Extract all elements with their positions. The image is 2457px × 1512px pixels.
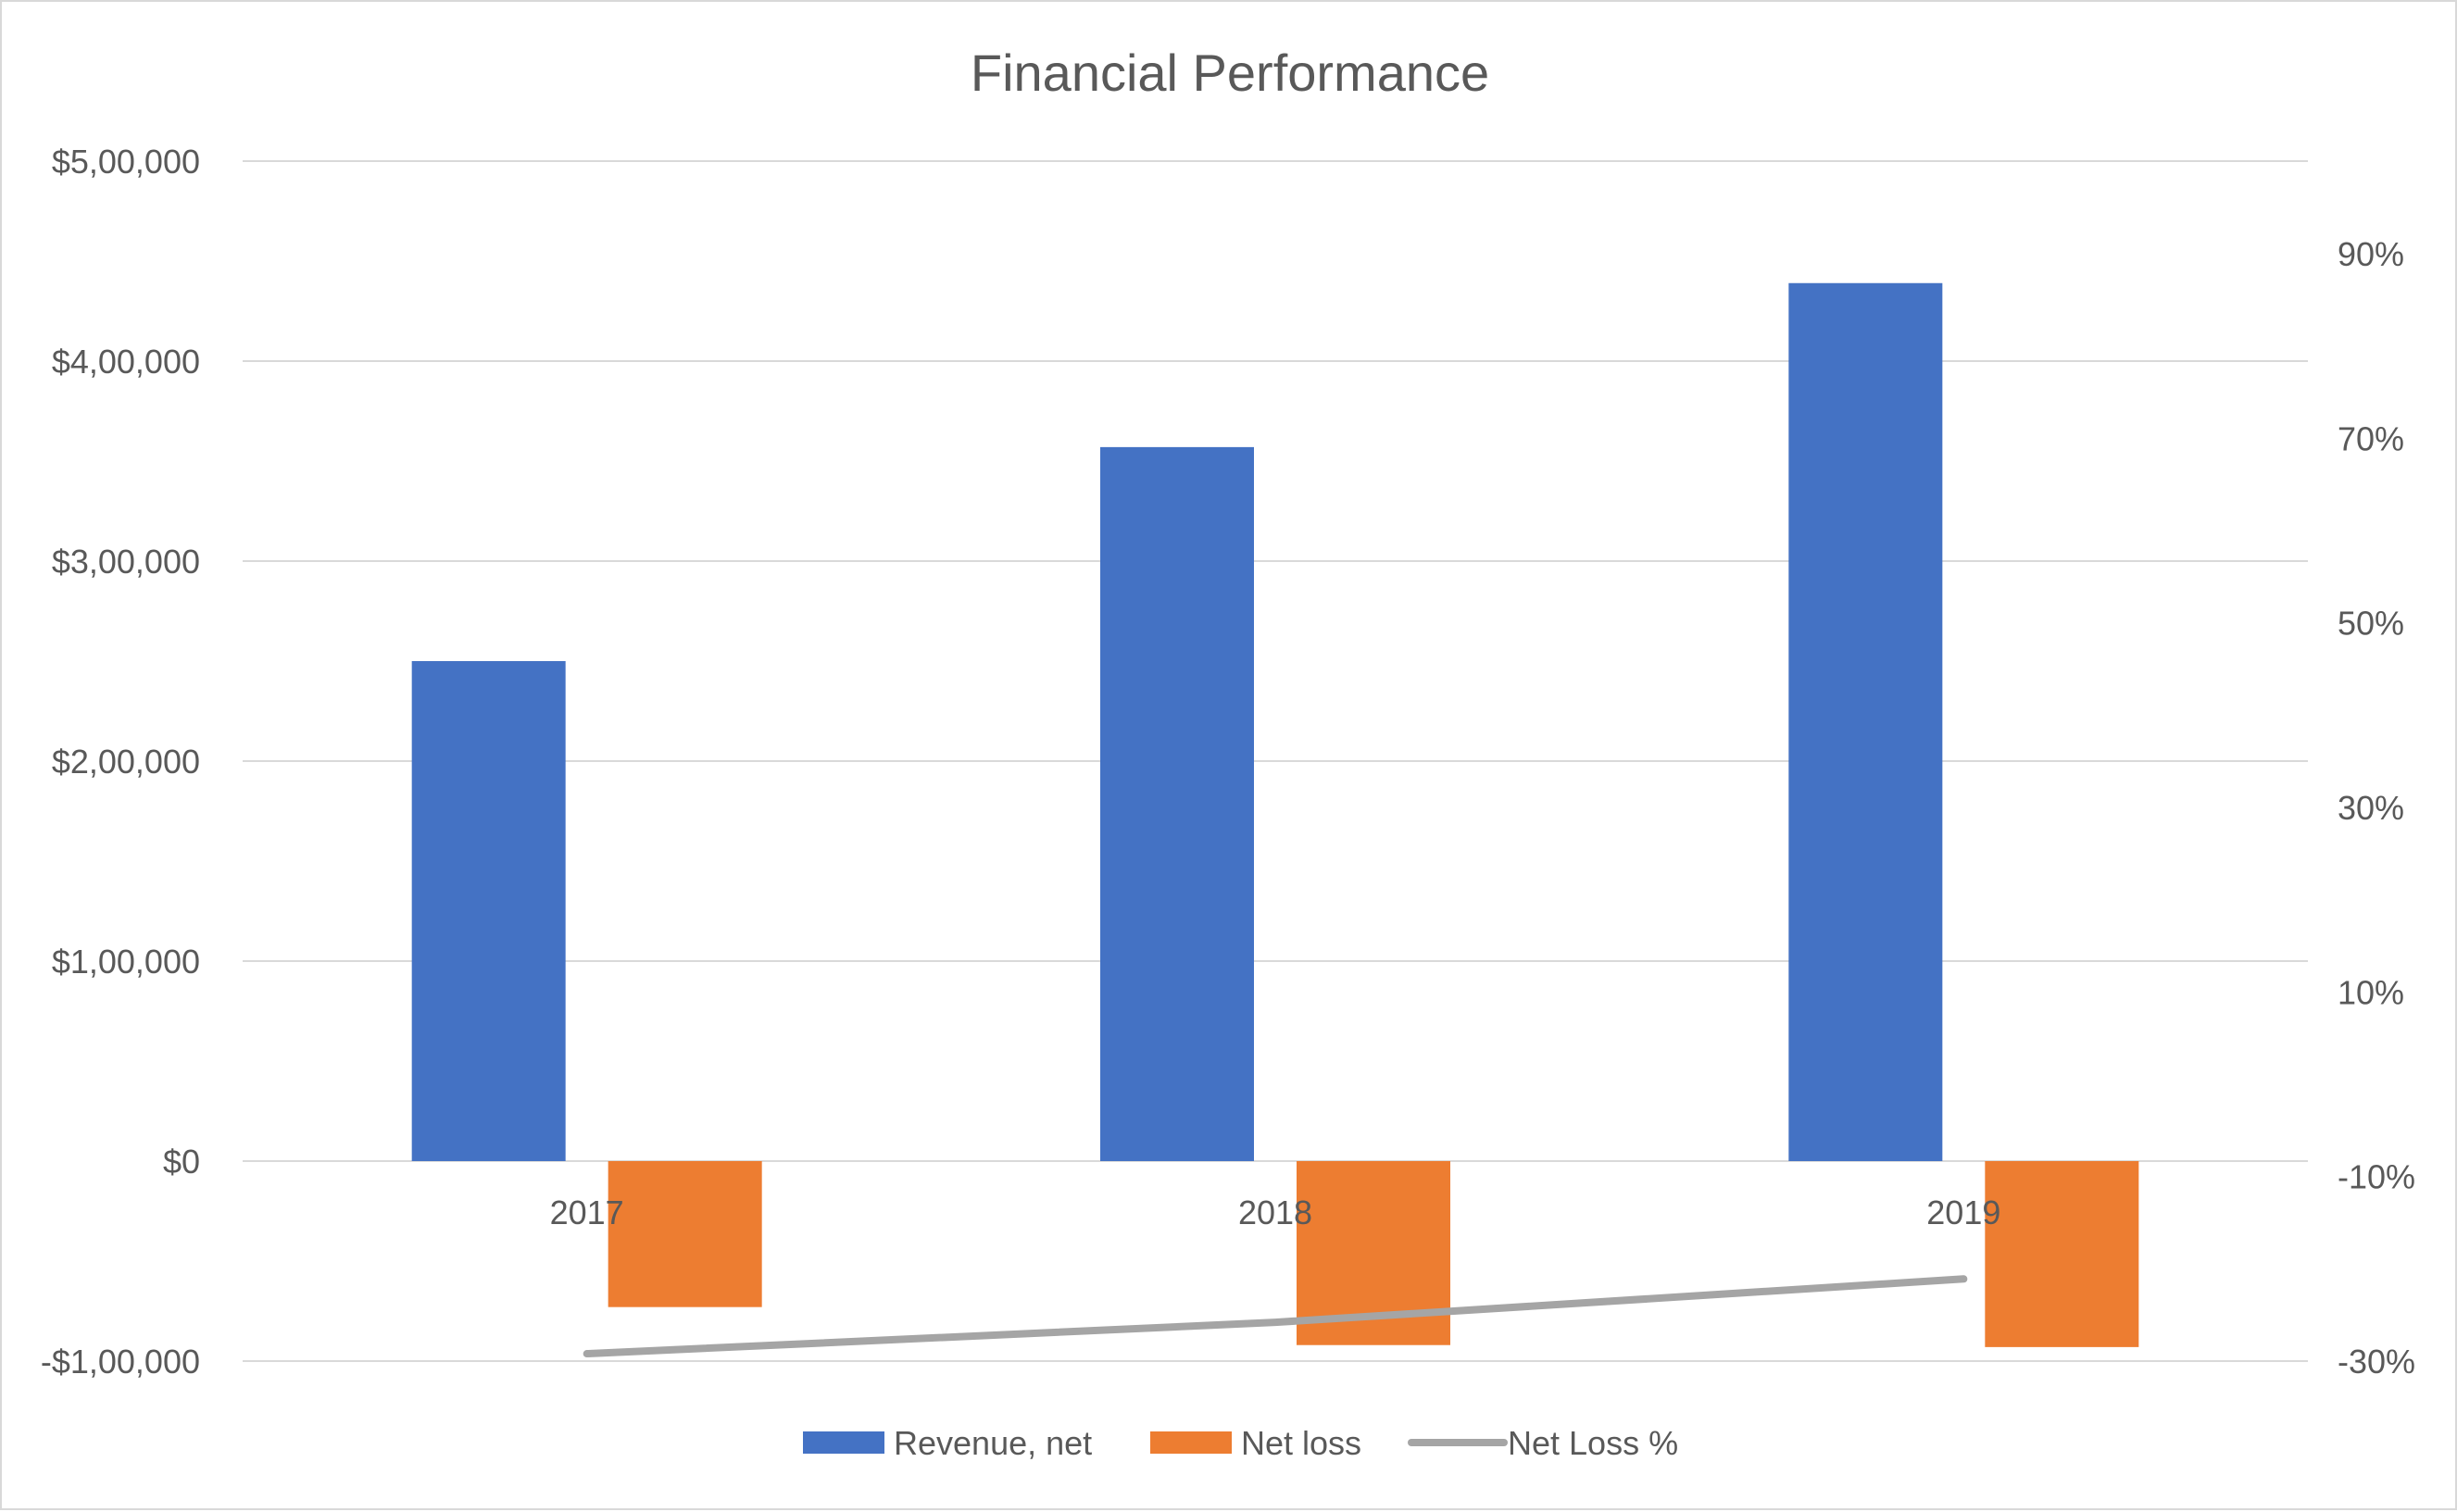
legend: Revenue, net Net loss Net Loss % <box>803 1424 1678 1462</box>
revenue-bar-2017 <box>411 661 566 1161</box>
left-axis-tick-label: -$1,00,000 <box>41 1343 200 1381</box>
chart-title: Financial Performance <box>971 44 1489 102</box>
net-loss-percent-line <box>583 1275 1968 1358</box>
right-axis-tick-label: 70% <box>2338 419 2404 457</box>
right-axis-tick-label: -10% <box>2338 1158 2415 1196</box>
lines <box>583 1275 1968 1358</box>
category-label-2018: 2018 <box>1238 1193 1312 1231</box>
revenue-bar-2019 <box>1788 282 1943 1161</box>
category-labels: 2017 2018 2019 <box>550 1193 2001 1231</box>
legend-swatch <box>1150 1431 1232 1454</box>
revenue-bar-2018 <box>1100 446 1254 1161</box>
left-axis-tick-label: $0 <box>163 1143 200 1181</box>
right-axis-tick-label: 30% <box>2338 789 2404 827</box>
legend-swatch <box>803 1431 884 1454</box>
category-label-2017: 2017 <box>550 1193 624 1231</box>
left-axis-tick-label: $1,00,000 <box>52 943 200 981</box>
gridlines <box>243 160 2308 1362</box>
legend-label: Revenue, net <box>894 1424 1092 1462</box>
right-axis-tick-label: 90% <box>2338 235 2404 273</box>
right-axis-tick-label: 50% <box>2338 605 2404 643</box>
left-axis-tick-label: $3,00,000 <box>52 543 200 581</box>
left-axis: $5,00,000 $4,00,000 $3,00,000 $2,00,000 $1,0… <box>41 143 200 1381</box>
right-axis-tick-label: 10% <box>2338 973 2404 1011</box>
right-axis-tick-label: -30% <box>2338 1343 2415 1381</box>
legend-label: Net loss <box>1241 1424 1361 1462</box>
left-axis-tick-label: $5,00,000 <box>52 143 200 181</box>
net-loss-bar-2019 <box>1985 1161 2139 1347</box>
net-loss-bar-2017 <box>608 1161 762 1307</box>
category-label-2019: 2019 <box>1926 1193 2000 1231</box>
left-axis-tick-label: $2,00,000 <box>52 743 200 781</box>
right-axis: 90% 70% 50% 30% 10% -10% -30% <box>2338 235 2415 1381</box>
bars <box>411 282 2139 1347</box>
left-axis-tick-label: $4,00,000 <box>52 343 200 381</box>
legend-label: Net Loss % <box>1508 1424 1678 1462</box>
